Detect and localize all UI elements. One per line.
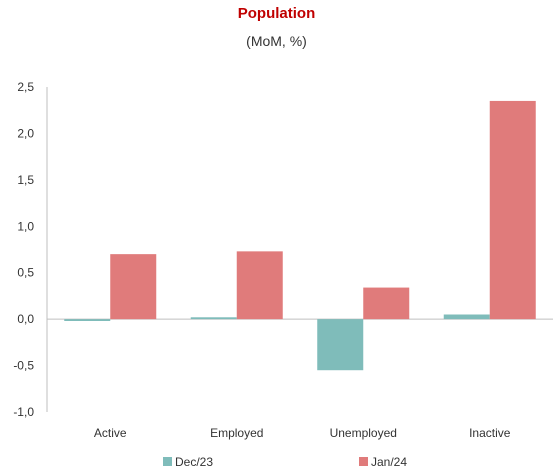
bar-Dec-23-active (64, 319, 111, 321)
y-tick-label: -0,5 (13, 359, 34, 373)
bar-Jan-24-active (110, 254, 157, 320)
category-label: Inactive (469, 426, 511, 440)
bar-Dec-23-unemployed (317, 319, 364, 371)
legend-swatch (163, 457, 172, 466)
bar-Jan-24-employed (236, 251, 283, 320)
category-label: Employed (210, 426, 263, 440)
category-label: Unemployed (330, 426, 397, 440)
y-tick-label: 1,5 (17, 173, 34, 187)
y-tick-label: -1,0 (13, 405, 34, 419)
bar-Jan-24-inactive (489, 100, 536, 320)
y-tick-label: 1,0 (17, 219, 34, 233)
legend: Dec/23 Jan/24 (163, 455, 407, 469)
bar-Dec-23-inactive (443, 314, 490, 320)
bar-Dec-23-employed (190, 317, 237, 320)
category-label: Active (94, 426, 127, 440)
chart-title: Population (237, 5, 316, 22)
y-tick-label: 0,5 (17, 266, 34, 280)
legend-label: Dec/23 (175, 455, 213, 469)
bars (64, 100, 536, 371)
y-tick-label: 2,0 (17, 126, 34, 140)
category-labels: Active Employed Unemployed Inactive (94, 426, 511, 440)
y-tick-label: 0,0 (17, 312, 34, 326)
y-tick-labels: -1,0 -0,5 0,0 0,5 1,0 1,5 2,0 2,5 (13, 80, 34, 419)
legend-swatch (359, 457, 368, 466)
chart-subtitle: (MoM, %) (246, 33, 307, 49)
bar-Jan-24-unemployed (363, 287, 410, 320)
legend-label: Jan/24 (371, 455, 407, 469)
y-tick-label: 2,5 (17, 80, 34, 94)
